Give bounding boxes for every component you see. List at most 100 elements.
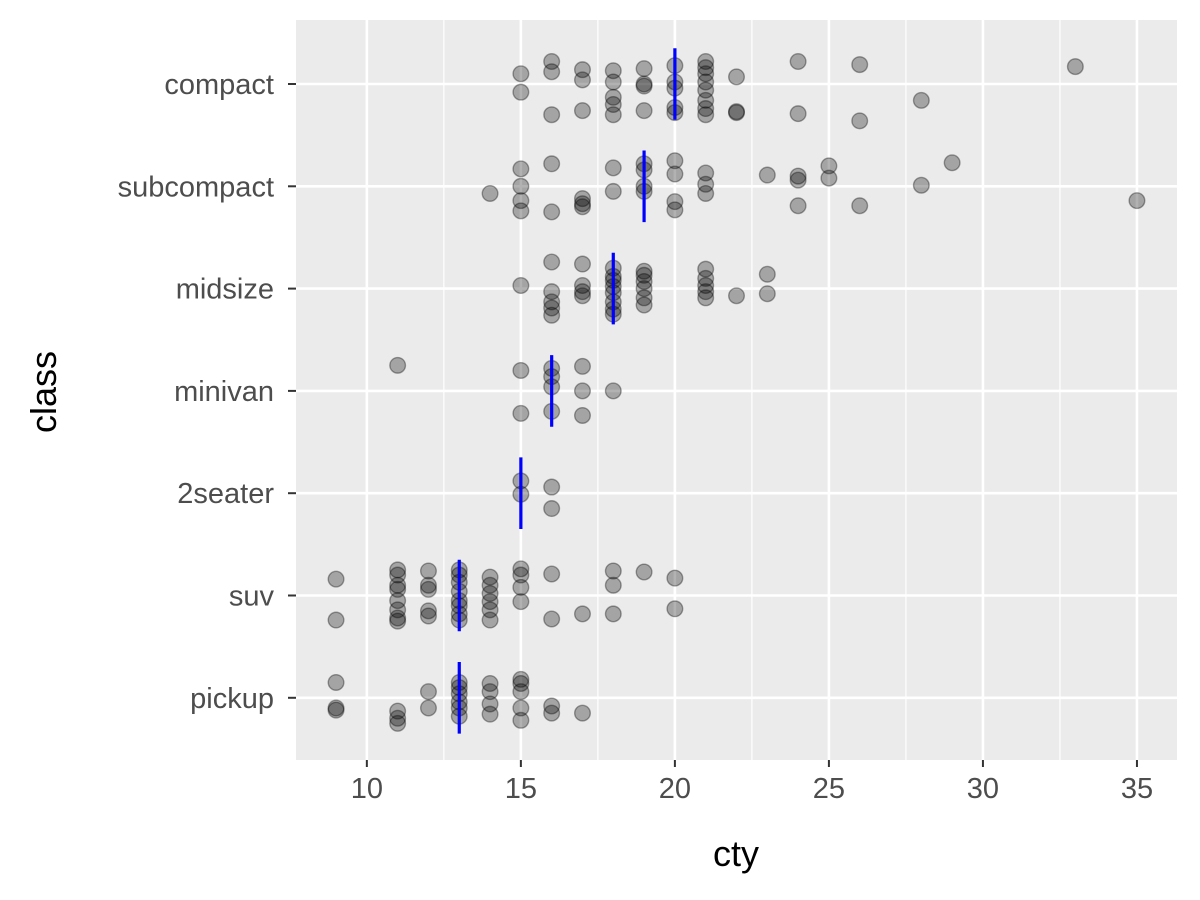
data-point (543, 565, 561, 583)
data-point (543, 697, 561, 715)
data-point (697, 164, 715, 182)
data-point (389, 592, 407, 610)
data-point (543, 63, 561, 81)
data-point (512, 192, 530, 210)
axes: 10 15 20 25 30 35 compact subcompact midsize mini… (118, 69, 1153, 805)
data-point (1128, 192, 1146, 210)
data-point (758, 265, 776, 283)
data-point (758, 285, 776, 303)
x-tick-label: 35 (1121, 773, 1153, 805)
data-point (635, 60, 653, 78)
data-point (543, 203, 561, 221)
data-point (697, 100, 715, 118)
data-point (666, 193, 684, 211)
data-point (543, 500, 561, 518)
data-point (635, 266, 653, 284)
data-point (820, 169, 838, 187)
data-point (635, 280, 653, 298)
data-point (481, 695, 499, 713)
data-point (543, 253, 561, 271)
data-point (543, 293, 561, 311)
data-point (728, 104, 746, 122)
data-point (327, 701, 345, 719)
data-point (481, 611, 499, 629)
data-point (604, 62, 622, 80)
data-point (789, 171, 807, 189)
data-point (389, 561, 407, 579)
data-point (573, 406, 591, 424)
data-point (789, 105, 807, 123)
data-point (512, 593, 530, 611)
data-point (389, 566, 407, 584)
data-point (697, 73, 715, 91)
data-point (512, 711, 530, 729)
data-point (604, 106, 622, 124)
data-point (512, 560, 530, 578)
data-point (512, 404, 530, 422)
data-point (481, 568, 499, 586)
x-tick-label: 15 (505, 773, 537, 805)
data-point (697, 52, 715, 70)
data-point (604, 605, 622, 623)
data-point (389, 609, 407, 627)
data-point (697, 184, 715, 202)
data-point (635, 102, 653, 120)
data-point (604, 576, 622, 594)
data-point (604, 562, 622, 580)
data-point (481, 184, 499, 202)
data-point (666, 152, 684, 170)
data-point (789, 167, 807, 185)
data-point (389, 576, 407, 594)
y-axis-title: class (23, 351, 64, 433)
x-tick-label: 30 (967, 773, 999, 805)
data-point (851, 56, 869, 74)
data-point (573, 704, 591, 722)
data-point (789, 52, 807, 70)
data-point (512, 578, 530, 596)
data-point (512, 277, 530, 295)
data-point (512, 361, 530, 379)
median-lines (457, 48, 677, 734)
data-point (851, 112, 869, 130)
y-tick-label: midsize (176, 274, 274, 306)
y-tick-label: suv (229, 581, 275, 613)
grid-lines (296, 20, 1177, 760)
data-point (481, 584, 499, 602)
data-point (573, 287, 591, 305)
data-point (728, 103, 746, 121)
data-point (912, 176, 930, 194)
data-point (1066, 58, 1084, 76)
data-point (327, 570, 345, 588)
data-point (573, 61, 591, 79)
data-point (512, 177, 530, 195)
data-point (419, 562, 437, 580)
data-point (481, 593, 499, 611)
data-point (419, 699, 437, 717)
data-point (604, 95, 622, 113)
data-point (543, 299, 561, 317)
data-point (543, 610, 561, 628)
data-point (697, 283, 715, 301)
data-point (697, 260, 715, 278)
data-point (573, 102, 591, 120)
data-point (573, 71, 591, 89)
data-point (697, 269, 715, 287)
data-point (481, 683, 499, 701)
data-point (604, 159, 622, 177)
data-point (604, 88, 622, 106)
data-point (389, 714, 407, 732)
data-point (573, 357, 591, 375)
data-point (573, 255, 591, 273)
x-tick-label: 10 (351, 773, 383, 805)
data-point (512, 566, 530, 584)
data-point (912, 91, 930, 109)
data-point (851, 197, 869, 215)
data-point (604, 182, 622, 200)
x-axis-title: cty (713, 833, 759, 874)
data-point (573, 195, 591, 213)
data-point (481, 576, 499, 594)
data-point (635, 262, 653, 280)
data-point (635, 77, 653, 95)
data-point (573, 198, 591, 216)
